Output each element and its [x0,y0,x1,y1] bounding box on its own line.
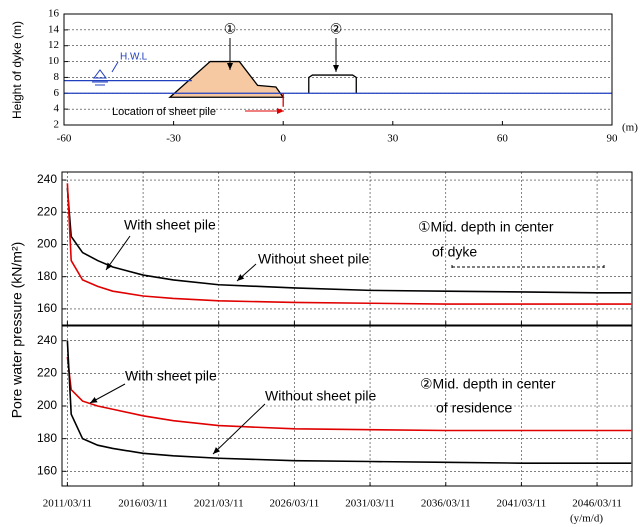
plot-frame [61,171,633,326]
y-tick-label: 240 [37,333,57,347]
plot-frame [61,325,633,487]
x-tick-label: 2021/03/11 [194,498,244,510]
y-tick-label: 200 [37,398,57,412]
with-arrow [89,383,126,404]
x-tick-label: 2041/03/11 [497,498,547,510]
x-unit: (y/m/d) [570,513,603,525]
plot-layer: 2 4 6 8 10 12 14 16 -60 -30 0 30 60 90 160 180 200 220 240… [37,8,633,510]
y-tick-label: 12 [48,39,59,51]
y-tick-label: 200 [37,237,57,251]
x-tick-label: 30 [387,133,399,145]
with-label: With sheet pile [125,368,217,384]
hwl-pointer [111,61,119,73]
x-tick-label: -60 [57,133,72,145]
x-tick-label: 2036/03/11 [421,498,471,510]
x-unit: (m) [622,122,638,134]
y-tick-label: 180 [37,431,57,445]
line [308,74,357,94]
y-tick-label: 160 [37,301,57,315]
line [66,356,632,432]
line [66,188,632,294]
without-label: Without sheet pile [258,251,369,267]
y-tick-label: 240 [37,172,57,186]
note-bracket [451,265,605,268]
sheet-pile-label: Location of sheet pile [112,106,216,118]
y-tick-label: 14 [48,23,60,35]
x-tick-label: 2031/03/11 [345,498,395,510]
y-tick-label: 220 [37,366,57,380]
with-label: With sheet pile [124,217,216,233]
y-tick-label: 160 [37,463,57,477]
water-symbol [92,69,108,86]
y-tick-label: 10 [48,55,60,67]
without-arrow [212,403,266,455]
x-tick-label: 90 [607,133,619,145]
y-tick-label: 6 [54,87,60,99]
x-tick-label: 60 [497,133,509,145]
x-tick-label: 2026/03/11 [270,498,320,510]
note-line-2: of residence [436,400,512,416]
point-2-label: ② [330,21,343,37]
y-tick-label: 2 [54,119,60,131]
y-tick-label: 16 [48,8,60,20]
x-tick-label: 0 [280,133,286,145]
x-tick-label: 2046/03/11 [572,498,622,510]
note-line-1: ②Mid. depth in center [420,376,556,392]
line [66,340,632,464]
y-axis-title: Height of dyke (m) [10,21,24,119]
plot-frame [63,13,613,126]
hwl-label: H.W.L [120,52,148,63]
note-line-2: of dyke [432,244,477,260]
x-tick-label: 2016/03/11 [118,498,168,510]
y-axis-title: Pore water pressure (kN/m²) [9,242,25,419]
y-tick-label: 4 [54,103,60,115]
without-arrow [236,263,257,282]
area [168,60,285,98]
note-line-1: ①Mid. depth in center [418,219,554,235]
x-tick-label: 2011/03/11 [43,498,92,510]
y-tick-label: 220 [37,204,57,218]
point-1-label: ① [224,21,237,37]
y-tick-label: 8 [54,71,60,83]
x-tick-label: -30 [166,133,181,145]
without-label: Without sheet pile [265,388,376,404]
with-arrow [105,235,131,271]
line [66,183,632,305]
y-tick-label: 180 [37,269,57,283]
